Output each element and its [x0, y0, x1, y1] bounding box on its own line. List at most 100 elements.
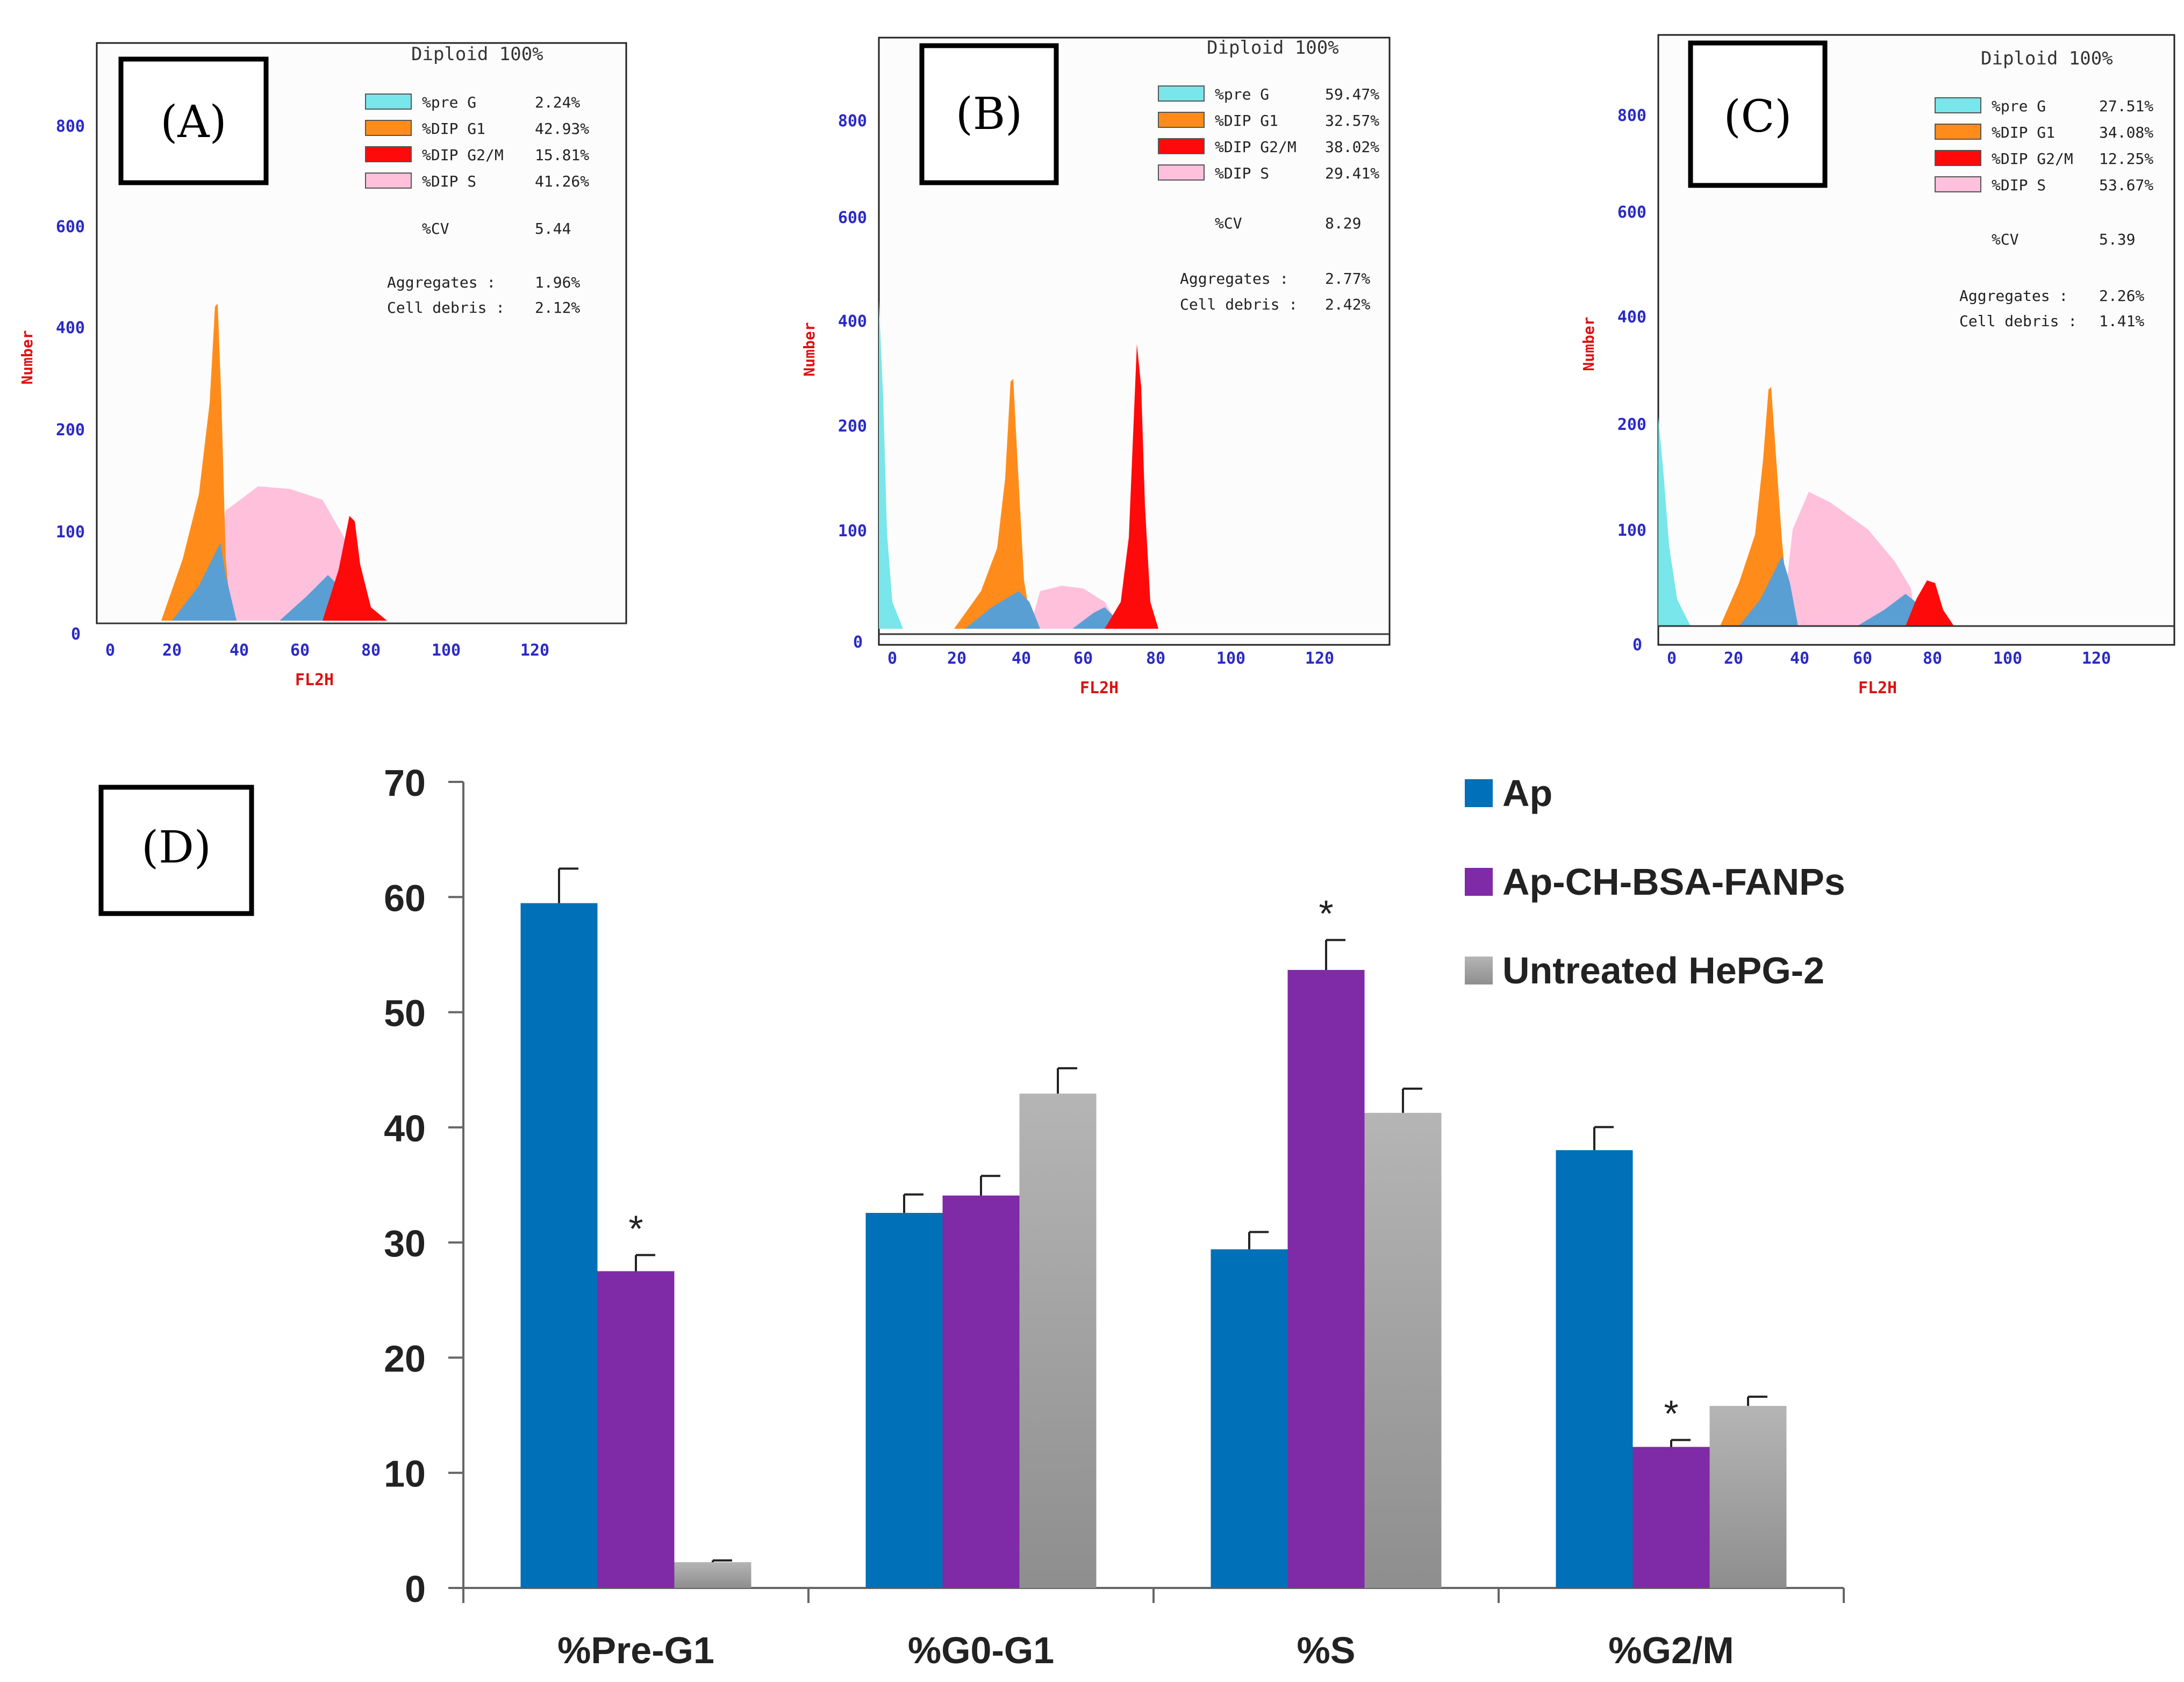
y-tick: 400 — [56, 319, 85, 337]
histogram-legend: %pre G 59.47% %DIP G1 32.57% %DIP G2/M 3… — [1158, 85, 1379, 313]
x-tick: 40 — [1012, 649, 1031, 668]
debris-label: Cell debris : — [1180, 296, 1298, 313]
cv-value: 5.44 — [535, 220, 571, 238]
panel-label: (A) — [160, 97, 226, 148]
x-axis-label: FL2H — [1080, 679, 1119, 698]
legend-label: Ap — [1502, 772, 1552, 814]
legend-value: 29.41% — [1325, 164, 1379, 182]
y-axis-ticks: 0 100 200 400 600 800 — [56, 117, 85, 644]
legend-swatch-dip-g1 — [1158, 112, 1205, 128]
x-tick: 60 — [1073, 649, 1093, 668]
cv-value: 5.39 — [2099, 231, 2135, 248]
dip-g1-peak — [161, 304, 231, 621]
overlap-left — [172, 543, 237, 621]
bar-chart-panel-d: (D) 0 10 20 30 40 50 60 70 %Pre-G1 %G0-G1 %S %G2/M… — [98, 762, 1845, 1671]
y-tick-label: 40 — [384, 1108, 426, 1149]
cv-label: %CV — [1215, 214, 1242, 232]
legend-value: 42.93% — [535, 120, 589, 138]
y-axis-ticks: 0 100 200 400 600 800 — [838, 112, 867, 652]
y-axis: 0 10 20 30 40 50 60 70 — [384, 762, 464, 1610]
y-axis-label: Number — [800, 322, 818, 376]
legend-swatch-dip-g2m — [1935, 150, 1981, 166]
legend-swatch-dip-s — [1158, 164, 1205, 181]
dip-g2m-peak — [1906, 580, 1954, 626]
debris-label: Cell debris : — [387, 299, 505, 317]
legend-label: %DIP G1 — [1992, 124, 2055, 141]
significance-star: * — [628, 1208, 643, 1250]
x-category-label: %S — [1297, 1629, 1356, 1671]
x-tick: 0 — [105, 641, 115, 660]
panel-label-box: (C) — [1688, 40, 1828, 188]
legend-value: 12.25% — [2099, 150, 2153, 168]
bar — [1709, 1406, 1787, 1588]
bar — [1287, 969, 1365, 1588]
panel-label: (D) — [141, 822, 211, 873]
legend-label: %DIP G1 — [422, 120, 485, 138]
x-category-label: %G2/M — [1608, 1629, 1734, 1671]
cv-value: 8.29 — [1325, 214, 1361, 232]
y-axis-label: Number — [1580, 317, 1598, 371]
legend-label: %DIP G2/M — [422, 146, 504, 164]
legend-label: %DIP S — [1215, 164, 1269, 182]
y-tick-label: 0 — [405, 1568, 426, 1610]
aggregates-value: 2.26% — [2099, 287, 2144, 305]
y-tick-label: 10 — [384, 1453, 426, 1495]
legend: Ap Ap-CH-BSA-FANPs Untreated HePG-2 — [1465, 772, 1845, 991]
x-tick: 80 — [1146, 649, 1165, 668]
x-category-label: %G0-G1 — [908, 1629, 1054, 1671]
debris-value: 2.12% — [535, 299, 580, 317]
bar — [1211, 1249, 1288, 1588]
significance-star: * — [1664, 1393, 1678, 1435]
legend-label: %pre G — [422, 94, 476, 111]
legend-swatch-dip-g1 — [365, 120, 412, 136]
panel-label: (B) — [956, 89, 1022, 140]
y-axis-ticks: 0 100 200 400 600 800 — [1617, 106, 1646, 655]
y-tick: 800 — [56, 117, 85, 136]
legend-label: Ap-CH-BSA-FANPs — [1502, 861, 1845, 903]
histogram-peaks — [1658, 387, 1954, 626]
x-tick: 20 — [162, 641, 182, 660]
histogram-peaks — [879, 301, 1158, 629]
overlap-left — [965, 591, 1040, 629]
x-tick: 80 — [361, 641, 381, 660]
aggregates-value: 1.96% — [535, 274, 580, 291]
legend-value: 59.47% — [1325, 85, 1379, 103]
cv-label: %CV — [422, 220, 449, 238]
legend-swatch-pre-g — [365, 94, 412, 110]
histogram-panel-c: (C) Diploid 100% %pre G 27.51% %DIP G1 3… — [1580, 34, 2175, 698]
panel-label-box: (B) — [919, 43, 1059, 185]
histogram-legend: %pre G 2.24% %DIP G1 42.93% %DIP G2/M 15… — [365, 94, 589, 317]
legend-value: 2.24% — [535, 94, 580, 111]
legend-label: %pre G — [1215, 85, 1269, 103]
y-tick: 200 — [838, 417, 867, 436]
x-axis-ticks: 0 20 40 60 80 100 120 — [887, 649, 1334, 668]
x-tick: 60 — [290, 641, 310, 660]
bar — [1364, 1112, 1442, 1588]
aggregates-label: Aggregates : — [1959, 287, 2068, 305]
panel-label-box: (A) — [118, 56, 269, 185]
legend-label: %DIP G2/M — [1215, 138, 1297, 156]
legend-label: %DIP G2/M — [1992, 150, 2073, 168]
legend-value: 27.51% — [2099, 97, 2153, 115]
legend-label: Untreated HePG-2 — [1502, 950, 1824, 991]
legend-swatch-dip-s — [1935, 176, 1981, 192]
y-axis-label: Number — [18, 330, 36, 384]
histogram-panel-a: (A) Diploid 100% %pre G 2.24% %DIP G1 42… — [18, 42, 627, 689]
legend-swatch-pre-g — [1158, 85, 1205, 102]
x-tick: 20 — [947, 649, 966, 668]
debris-label: Cell debris : — [1959, 312, 2077, 330]
y-tick: 100 — [838, 522, 867, 541]
x-axis-ticks: 0 20 40 60 80 100 120 — [105, 641, 549, 660]
aggregates-label: Aggregates : — [387, 274, 496, 291]
bar — [1556, 1150, 1633, 1588]
bar — [1019, 1094, 1097, 1588]
x-axis-ticks: 0 20 40 60 80 100 120 — [1667, 649, 2111, 668]
y-tick-label: 60 — [384, 877, 426, 919]
x-tick: 40 — [230, 641, 249, 660]
y-tick: 200 — [56, 421, 85, 440]
y-tick: 600 — [838, 209, 867, 227]
x-tick: 120 — [1305, 649, 1334, 668]
bar — [865, 1213, 943, 1588]
dip-g1-peak — [1720, 387, 1790, 626]
dip-s-region — [1782, 492, 1916, 626]
